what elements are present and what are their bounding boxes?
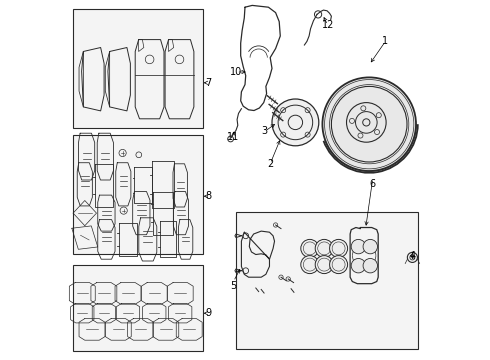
FancyBboxPatch shape — [73, 265, 202, 351]
FancyBboxPatch shape — [73, 135, 202, 254]
Circle shape — [301, 239, 319, 257]
FancyBboxPatch shape — [73, 9, 202, 128]
FancyBboxPatch shape — [236, 212, 418, 349]
Text: 6: 6 — [370, 179, 376, 189]
Circle shape — [315, 256, 333, 274]
Text: 9: 9 — [205, 308, 211, 318]
Text: 5: 5 — [230, 281, 237, 291]
Text: 2: 2 — [267, 159, 273, 169]
Circle shape — [301, 256, 319, 274]
Text: 8: 8 — [205, 191, 211, 201]
Circle shape — [322, 77, 416, 171]
Circle shape — [330, 256, 347, 274]
Circle shape — [272, 99, 319, 146]
Text: 7: 7 — [205, 78, 211, 88]
Text: 1: 1 — [382, 36, 389, 46]
Circle shape — [363, 258, 377, 273]
Text: 10: 10 — [230, 67, 243, 77]
Circle shape — [351, 239, 366, 254]
Circle shape — [330, 239, 347, 257]
Text: 3: 3 — [262, 126, 268, 136]
Text: 11: 11 — [227, 132, 240, 142]
Circle shape — [363, 239, 377, 254]
Circle shape — [407, 252, 417, 262]
Text: 12: 12 — [321, 20, 334, 30]
Text: 4: 4 — [409, 251, 416, 261]
Circle shape — [351, 258, 366, 273]
Circle shape — [315, 239, 333, 257]
